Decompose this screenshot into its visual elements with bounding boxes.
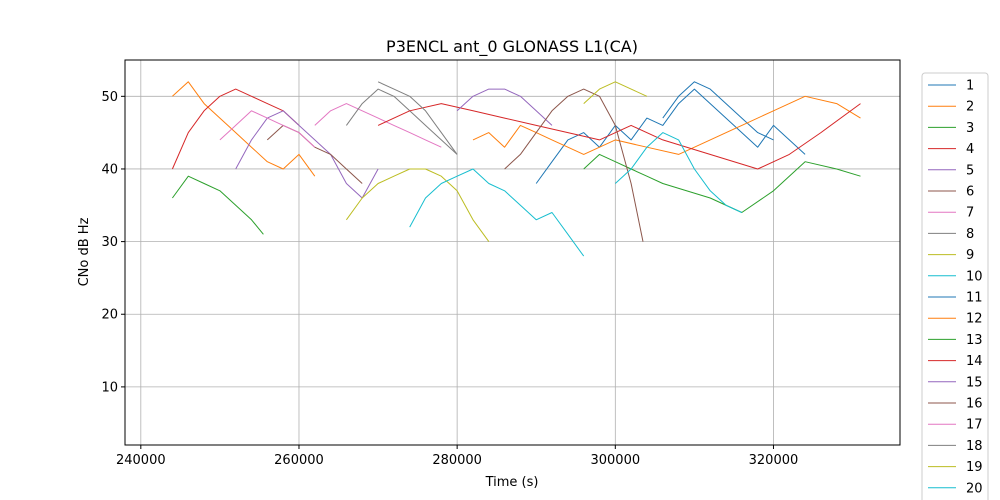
series-5-line bbox=[235, 110, 379, 199]
legend-label-10: 10 bbox=[966, 269, 983, 284]
series-11-line bbox=[662, 81, 774, 141]
series-layer bbox=[171, 81, 861, 257]
legend-label-9: 9 bbox=[966, 248, 974, 263]
series-1-line bbox=[535, 88, 806, 184]
legend-label-1: 1 bbox=[966, 79, 974, 94]
legend-label-20: 20 bbox=[966, 481, 983, 496]
legend-label-11: 11 bbox=[966, 291, 983, 306]
series-18-line bbox=[377, 81, 458, 155]
x-tick-label: 240000 bbox=[116, 453, 166, 468]
legend-label-13: 13 bbox=[966, 333, 983, 348]
legend-label-3: 3 bbox=[966, 121, 974, 136]
legend-label-16: 16 bbox=[966, 397, 983, 412]
x-tick-label: 320000 bbox=[749, 453, 799, 468]
y-tick-label: 20 bbox=[101, 308, 118, 323]
x-tick-label: 280000 bbox=[432, 453, 482, 468]
series-17-line bbox=[219, 110, 316, 148]
legend-label-18: 18 bbox=[966, 439, 983, 454]
legend-label-2: 2 bbox=[966, 100, 974, 115]
legend-label-12: 12 bbox=[966, 312, 983, 327]
legend-label-4: 4 bbox=[966, 142, 974, 157]
series-13-line bbox=[583, 153, 861, 213]
legend-label-14: 14 bbox=[966, 354, 983, 369]
y-axis-label: CNo dB Hz bbox=[77, 217, 92, 286]
chart-title: P3ENCL ant_0 GLONASS L1(CA) bbox=[386, 37, 638, 57]
series-2-line bbox=[172, 81, 316, 177]
series-4-line bbox=[171, 88, 300, 170]
x-axis: 240000 260000 280000 300000 320000 bbox=[116, 445, 798, 468]
legend-label-8: 8 bbox=[966, 227, 974, 242]
series-9-line bbox=[345, 168, 490, 242]
x-axis-label: Time (s) bbox=[485, 475, 539, 490]
y-tick-label: 10 bbox=[101, 380, 118, 395]
series-20-line bbox=[614, 132, 743, 213]
series-7-line bbox=[314, 103, 442, 148]
x-tick-label: 260000 bbox=[274, 453, 324, 468]
legend: 123456789101112131415161718192021 bbox=[921, 72, 989, 500]
series-15-line bbox=[456, 88, 553, 126]
series-14-line bbox=[377, 103, 861, 170]
legend-label-6: 6 bbox=[966, 185, 974, 200]
y-tick-label: 50 bbox=[101, 90, 118, 105]
legend-box bbox=[921, 72, 989, 500]
series-8-line bbox=[345, 88, 458, 155]
y-tick-label: 40 bbox=[101, 162, 118, 177]
legend-label-15: 15 bbox=[966, 375, 983, 390]
legend-label-17: 17 bbox=[966, 418, 983, 433]
series-16-line bbox=[504, 88, 644, 242]
plot-area bbox=[124, 59, 901, 446]
x-tick-label: 300000 bbox=[590, 453, 640, 468]
y-tick-label: 30 bbox=[101, 235, 118, 250]
legend-label-5: 5 bbox=[966, 163, 974, 178]
legend-label-7: 7 bbox=[966, 206, 974, 221]
series-19-line bbox=[583, 81, 648, 104]
y-axis: 10 20 30 40 50 bbox=[101, 90, 125, 395]
series-3-line bbox=[171, 175, 264, 235]
legend-label-19: 19 bbox=[966, 460, 983, 475]
series-12-line bbox=[472, 95, 861, 155]
series-10-line bbox=[409, 168, 585, 257]
grid bbox=[125, 60, 900, 445]
